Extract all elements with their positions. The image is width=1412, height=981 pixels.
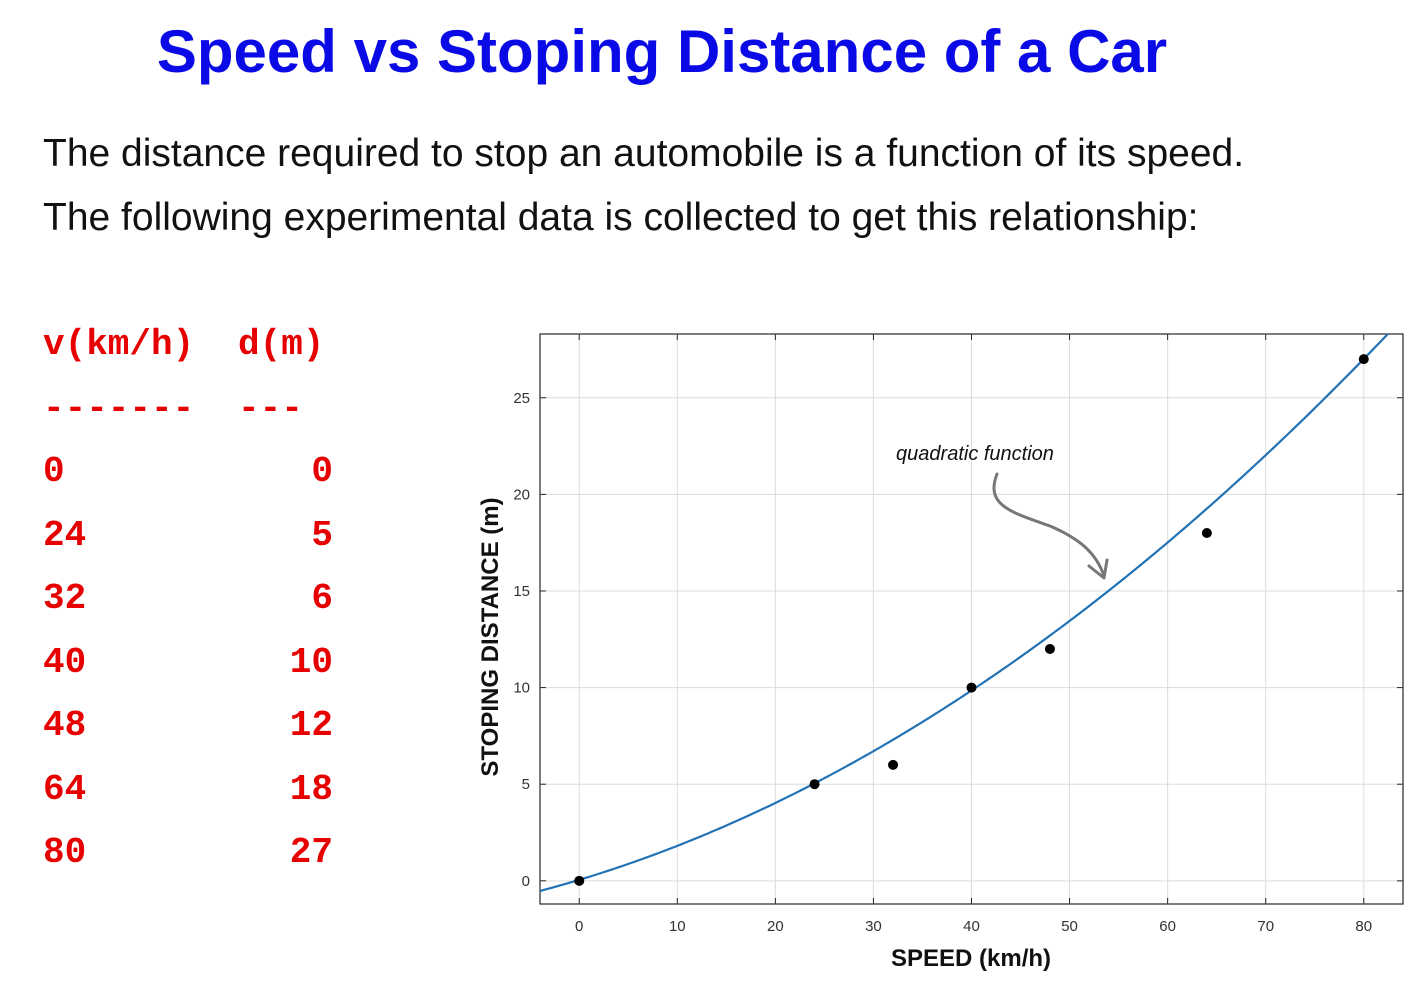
x-tick-label: 80 [1355,918,1372,935]
table-cell-speed: 0 [43,451,65,492]
table-row: 40 10 [43,636,333,700]
x-tick-label: 60 [1159,918,1176,935]
data-point [1358,354,1369,365]
table-row: 48 12 [43,699,333,763]
data-point [888,759,899,770]
y-axis-title: STOPING DISTANCE (m) [477,497,504,776]
table-header-distance: d(m) [238,324,325,365]
axis-ticks: 0 10 20 30 40 50 60 70 80 0 5 10 15 20 25 [513,334,1403,935]
table-cell-speed: 24 [43,514,87,556]
intro-text-line-1: The distance required to stop an automob… [43,132,1245,175]
data-point [1201,528,1212,539]
y-tick-label: 0 [522,873,530,890]
x-tick-label: 70 [1257,918,1274,935]
data-point [809,779,820,790]
table-cell-distance: 10 [289,641,333,683]
table-separator-speed: ------- [43,387,195,429]
x-tick-label: 50 [1061,918,1078,935]
table-header-row: v(km/h) d(m) [43,318,333,382]
y-tick-label: 20 [513,486,530,503]
table-cell-speed: 32 [43,578,87,619]
table-row: 24 5 [43,509,333,573]
table-separator-row: ------- --- [43,382,333,446]
table-cell-distance: 18 [289,768,333,810]
data-point [1044,643,1055,654]
annotation-arrow [992,472,1106,578]
grid-lines [540,334,1403,904]
annotation-arrow-head [1087,558,1109,580]
annotation-label: quadratic function [896,443,1054,465]
table-cell-speed: 64 [43,768,87,810]
table-cell-distance: 5 [311,514,333,556]
data-point [574,875,585,886]
x-tick-label: 30 [865,918,882,935]
x-tick-label: 20 [767,918,784,935]
x-tick-label: 0 [575,918,583,935]
data-point [966,682,977,693]
y-tick-label: 10 [513,680,530,697]
x-axis-title: SPEED (km/h) [891,945,1051,972]
x-tick-label: 10 [669,918,686,935]
table-cell-speed: 48 [43,705,87,746]
table-row: 80 27 [43,826,333,890]
y-tick-label: 5 [522,776,530,793]
table-header-speed: v(km/h) [43,324,195,365]
y-tick-label: 15 [513,583,530,600]
table-cell-speed: 40 [43,641,87,683]
table-cell-speed: 80 [43,832,87,873]
table-cell-distance: 6 [311,578,333,619]
y-tick-label: 25 [513,390,530,407]
table-cell-distance: 12 [289,705,333,746]
x-tick-label: 40 [963,918,980,935]
slide-title: Speed vs Stoping Distance of a Car [156,18,1168,85]
intro-text-line-2: The following experimental data is colle… [43,196,1199,239]
table-row: 32 6 [43,572,333,636]
table-row: 64 18 [43,763,333,827]
table-separator-distance: --- [238,387,303,429]
table-cell-distance: 27 [289,832,333,873]
table-cell-distance: 0 [311,451,333,492]
data-points [574,354,1369,886]
